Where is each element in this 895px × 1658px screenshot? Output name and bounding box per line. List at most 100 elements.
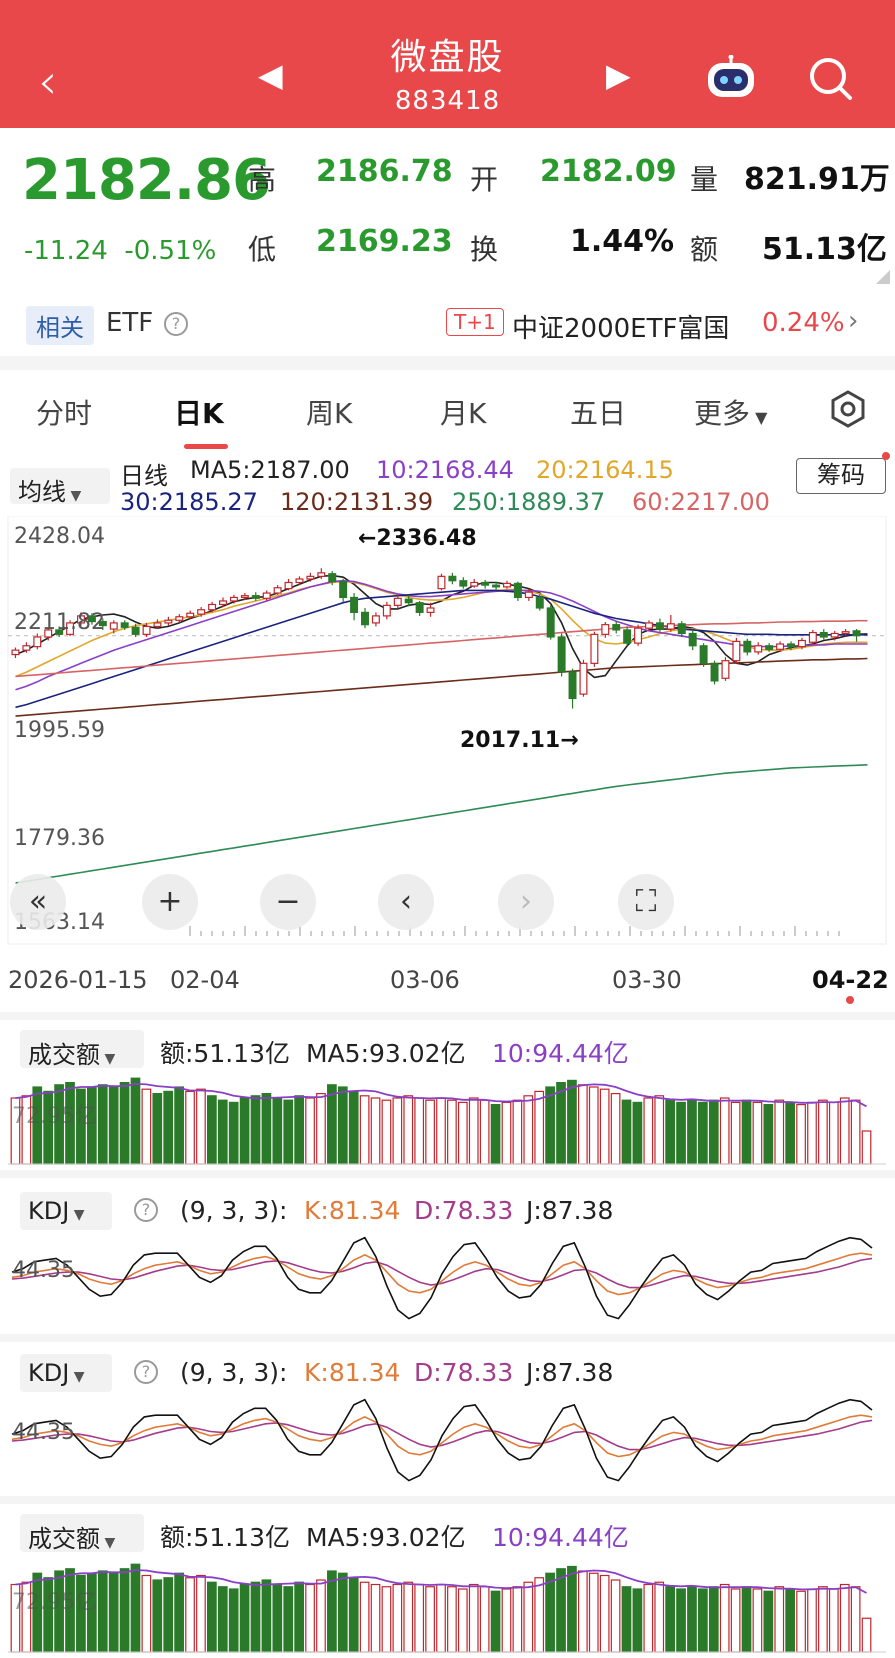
active-tab-indicator [184, 444, 228, 449]
amount-bar [414, 1097, 425, 1165]
back-icon[interactable]: ‹ [38, 54, 58, 110]
tab-intraday[interactable]: 分时 [36, 397, 93, 430]
amount-bar [348, 1090, 359, 1165]
amount-bar [621, 1586, 632, 1653]
candle [350, 596, 359, 613]
scroll-left-button[interactable]: ‹ [378, 874, 434, 930]
indicator-selector[interactable]: KDJ ▼ [20, 1192, 112, 1230]
amount-bar [392, 1097, 403, 1165]
candle [852, 630, 861, 637]
help-icon[interactable]: ? [164, 312, 188, 336]
prev-stock-icon[interactable]: ◀ [258, 56, 283, 94]
amount-bar [250, 1095, 261, 1165]
amount-bar [294, 1581, 305, 1653]
candle [666, 623, 675, 630]
tab-monthly-k[interactable]: 月K [440, 397, 487, 430]
amount-bar [654, 1581, 665, 1653]
amount-bar [687, 1586, 697, 1653]
amount-bar [523, 1095, 534, 1165]
amount-bar [698, 1588, 708, 1653]
next-stock-icon[interactable]: ▶ [606, 56, 631, 94]
amount-bar [763, 1103, 774, 1165]
tab-five-day[interactable]: 五日 [570, 397, 627, 430]
expand-quote-icon[interactable] [876, 270, 890, 284]
candle [557, 636, 566, 673]
amount-bar [796, 1590, 806, 1653]
candle [415, 602, 424, 613]
candle [546, 607, 555, 638]
ma10-value: 10:2168.44 [376, 456, 514, 484]
indicator-selector[interactable]: 成交额 ▼ [20, 1514, 144, 1553]
scroll-right-button[interactable]: › [498, 874, 554, 930]
amount-bar [316, 1093, 326, 1165]
x-axis-label: 02-04 [170, 966, 240, 994]
candle [120, 622, 129, 628]
candle [208, 603, 217, 611]
amount-bar [828, 1101, 839, 1165]
zoom-out-button[interactable]: − [260, 874, 316, 930]
amount-bar [239, 1097, 250, 1165]
indicator-selector[interactable]: 成交额 ▼ [20, 1030, 144, 1069]
kdj-line-chart[interactable] [0, 1230, 895, 1328]
robot-assistant-icon[interactable] [704, 55, 758, 99]
fullscreen-button[interactable]: ⛶ [618, 874, 674, 930]
high-annotation: ←2336.48 [358, 526, 477, 551]
amount-bar [436, 1583, 446, 1653]
amount-bar-chart[interactable] [0, 1070, 895, 1166]
tab-daily-k[interactable]: 日K [174, 397, 224, 430]
ma250-value: 250:1889.37 [452, 488, 606, 516]
tab-weekly-k[interactable]: 周K [306, 397, 353, 430]
amount-bar [381, 1099, 392, 1165]
amount-bar [501, 1101, 512, 1165]
chip-distribution-button[interactable]: 筹码 [796, 458, 886, 494]
candle [87, 615, 96, 623]
help-icon[interactable]: ? [134, 1198, 158, 1222]
amount-bar [97, 1084, 108, 1165]
ma-selector[interactable]: 均线 ▼ [10, 468, 110, 506]
kdj-j: J:87.38 [526, 1358, 614, 1387]
candle [142, 625, 151, 635]
chevron-right-icon[interactable]: › [848, 306, 859, 336]
amount-bar [174, 1086, 184, 1165]
amount-bar-chart[interactable] [0, 1556, 895, 1654]
help-icon[interactable]: ? [134, 1360, 158, 1384]
zoom-in-button[interactable]: + [142, 874, 198, 930]
tab-more[interactable]: 更多 ▼ [694, 397, 768, 430]
high-value: 2186.78 [316, 154, 453, 189]
candle [361, 611, 369, 626]
amount-bar [545, 1086, 555, 1165]
candle [568, 671, 577, 700]
ma30-value: 30:2185.27 [120, 488, 258, 516]
amount-bar [807, 1101, 817, 1165]
open-label: 开 [470, 163, 499, 196]
candle [612, 624, 621, 631]
search-icon[interactable] [806, 54, 854, 102]
amount-bar [610, 1093, 621, 1165]
indicator-selector[interactable]: KDJ ▼ [20, 1354, 112, 1392]
amount-bar [708, 1586, 719, 1653]
period-label: 日线 [120, 462, 168, 490]
amount-text: 额:51.13亿 [160, 1039, 290, 1068]
amount-ma-line [15, 1569, 867, 1594]
kdj-line-K [11, 1252, 873, 1296]
amount-bar [305, 1583, 315, 1653]
amount-bar [785, 1101, 796, 1165]
amount-bar [850, 1586, 861, 1653]
candlestick-chart[interactable] [0, 516, 895, 946]
panel-divider [0, 1170, 895, 1178]
amount-bar [818, 1586, 828, 1653]
low-label: 低 [248, 233, 277, 266]
etf-name[interactable]: 中证2000ETF富国 [512, 314, 730, 344]
amount-bar [512, 1099, 523, 1165]
settings-hex-icon[interactable] [828, 389, 868, 429]
amount-bar [152, 1579, 163, 1653]
amount-bar [392, 1583, 403, 1653]
amount-bar [403, 1581, 414, 1653]
candle [229, 596, 238, 602]
jump-first-button[interactable]: « [10, 874, 66, 930]
volume-value: 821.91万 [744, 162, 890, 197]
kdj-line-chart[interactable] [0, 1392, 895, 1490]
amount-bar [556, 1568, 566, 1653]
candle [699, 645, 708, 664]
turnover-value: 1.44% [570, 224, 675, 259]
